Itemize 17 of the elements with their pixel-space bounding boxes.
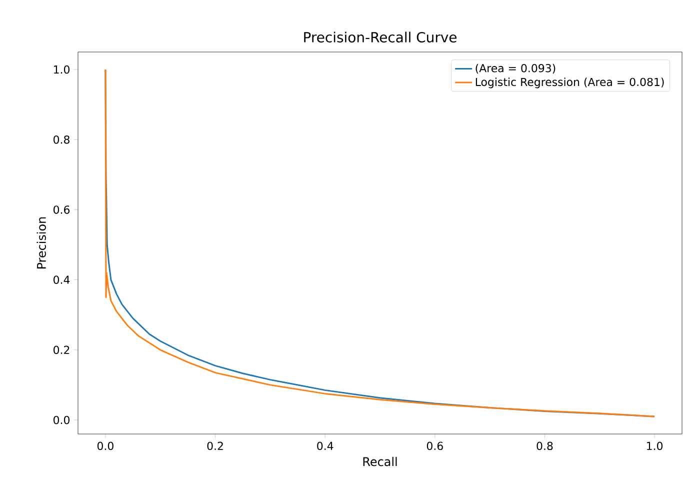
x-axis-title: Recall — [363, 456, 397, 466]
legend-label: Logistic Regression (Area = 0.081) — [476, 78, 664, 88]
x-tick-label: 0.0 — [97, 442, 114, 450]
y-tick-label: 0.8 — [54, 135, 70, 144]
y-tick-label: 0.4 — [54, 276, 70, 284]
y-tick-label: 0.2 — [54, 346, 70, 354]
y-tick-label: 0.0 — [54, 416, 70, 424]
x-tick-label: 1.0 — [647, 442, 663, 450]
x-tick-label: 0.2 — [207, 442, 223, 450]
legend-label: (Area = 0.093) — [476, 64, 556, 74]
x-tick-label: 0.6 — [426, 442, 443, 450]
y-axis-title: Precision — [36, 217, 46, 268]
y-tick-label: 0.6 — [54, 206, 70, 214]
y-tick-label: 1.0 — [54, 65, 70, 74]
chart-title: Precision-Recall Curve — [304, 32, 457, 42]
x-tick-label: 0.8 — [536, 442, 553, 450]
x-tick-label: 0.4 — [317, 442, 334, 450]
